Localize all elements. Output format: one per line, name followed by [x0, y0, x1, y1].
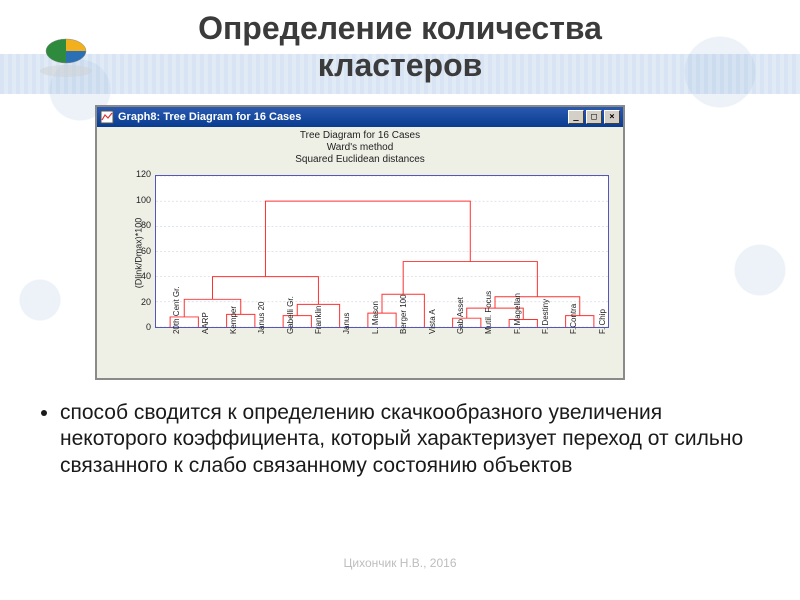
x-tick-label: F. Magellan — [513, 293, 522, 334]
title-line1: Определение количества — [198, 10, 602, 46]
bullet-list: способ сводится к определению скачкообра… — [40, 400, 760, 479]
title-line2: кластеров — [318, 47, 483, 83]
x-tick-label: L. Mason — [371, 301, 380, 334]
x-tick-label: Mutil. Focus — [484, 291, 493, 334]
x-tick-label: Franklin — [314, 306, 323, 334]
graph-app-icon — [100, 110, 114, 124]
x-tick-label: Janus 20 — [257, 302, 266, 334]
graph-window: Graph8: Tree Diagram for 16 Cases _ □ × … — [95, 105, 625, 380]
y-tick-label: 20 — [127, 297, 151, 307]
window-titlebar[interactable]: Graph8: Tree Diagram for 16 Cases _ □ × — [97, 107, 623, 127]
chart-subtitle2: Squared Euclidean distances — [97, 154, 623, 166]
y-tick-label: 0 — [127, 322, 151, 332]
x-tick-label: Vista A — [428, 309, 437, 334]
x-tick-label: Gab Asset — [456, 297, 465, 334]
x-tick-label: Berger 100 — [399, 294, 408, 334]
x-tick-label: Kemper — [229, 306, 238, 334]
minimize-button[interactable]: _ — [568, 110, 584, 124]
x-tick-label: F.Contra — [569, 304, 578, 334]
window-title-text: Graph8: Tree Diagram for 16 Cases — [118, 111, 301, 123]
y-tick-label: 60 — [127, 246, 151, 256]
close-button[interactable]: × — [604, 110, 620, 124]
x-tick-label: 20th Cent Gr. — [172, 286, 181, 334]
x-tick-label: F. Chip — [598, 309, 607, 334]
x-tick-label: Janus — [342, 313, 351, 334]
chart-titles: Tree Diagram for 16 Cases Ward's method … — [97, 127, 623, 166]
y-tick-label: 80 — [127, 220, 151, 230]
maximize-button[interactable]: □ — [586, 110, 602, 124]
x-tick-label: AARP — [201, 312, 210, 334]
slide-title: Определение количества кластеров — [0, 10, 800, 84]
footer-credit: Цихончик Н.В., 2016 — [0, 556, 800, 570]
chart-title: Tree Diagram for 16 Cases — [97, 130, 623, 142]
y-tick-label: 40 — [127, 271, 151, 281]
chart-area: Tree Diagram for 16 Cases Ward's method … — [97, 127, 623, 378]
y-tick-label: 100 — [127, 195, 151, 205]
chart-subtitle1: Ward's method — [97, 142, 623, 154]
x-tick-label: F. Destiny — [541, 299, 550, 334]
y-tick-label: 120 — [127, 169, 151, 179]
x-tick-label: Gabelli Gr. — [286, 296, 295, 334]
bullet-item: способ сводится к определению скачкообра… — [60, 400, 760, 479]
